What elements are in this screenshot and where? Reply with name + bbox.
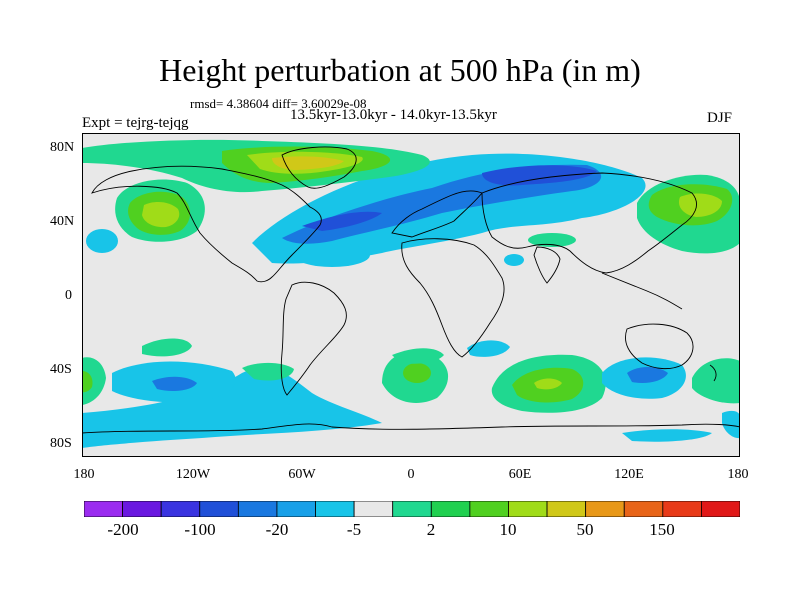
colorbar-cell [353, 501, 394, 517]
colorbar-cell [392, 501, 432, 517]
contour-ross-sea-trough [622, 429, 712, 442]
colorbar-cell [84, 501, 123, 517]
coast-south-america [280, 281, 347, 396]
coastlines [82, 146, 740, 434]
season-label: DJF [707, 110, 733, 126]
plot-title: Height perturbation at 500 hPa (in m) [159, 52, 641, 88]
contour-south-pacific-trough-outer [82, 367, 382, 448]
colorbar-label-neg200: -200 [107, 520, 139, 539]
contour-indian-ridge-inner [534, 378, 562, 390]
colorbar-label-150: 150 [649, 520, 675, 539]
colorbar-cell [585, 501, 625, 517]
coast-new-zealand [709, 364, 717, 382]
contour-npacific-ridge-inner [142, 201, 180, 228]
lon-tick-120e: 120E [614, 467, 644, 482]
experiment-label: Expt = tejrg-tejqg [82, 115, 189, 131]
coast-asia [481, 172, 697, 274]
coast-australia [625, 323, 694, 370]
colorbar-cell [508, 501, 548, 517]
contour-arabia-trough [504, 254, 524, 266]
contour-eurasia-trough-inner [302, 211, 382, 231]
lat-tick-80n: 80N [50, 140, 75, 155]
colorbar-cells [84, 501, 740, 517]
contour-east-atlantic-ridge [392, 348, 444, 364]
colorbar-cell [430, 501, 471, 517]
colorbar-cell [237, 501, 278, 517]
coast-greenland [281, 146, 357, 189]
coast-antarctica [82, 423, 740, 434]
lat-tick-80s: 80S [50, 436, 72, 451]
lon-tick-120w: 120W [175, 467, 211, 482]
colorbar-label-10: 10 [499, 520, 517, 539]
contour-npacific-trough [86, 229, 118, 253]
colorbar-cell [469, 501, 509, 517]
map-border [82, 133, 740, 457]
colorbar [84, 501, 740, 517]
colorbar-label-neg5: -5 [346, 520, 362, 539]
contour-siberia-core [482, 165, 597, 186]
lon-tick-0: 0 [407, 467, 415, 482]
coast-southeast-asia [601, 272, 683, 310]
contour-south-pacific-ridge [142, 338, 192, 357]
colorbar-cell [199, 501, 239, 517]
lat-tick-0: 0 [65, 288, 72, 303]
contour-tasman-ridge [692, 358, 740, 404]
contour-west-edge-ridge-inner [82, 371, 93, 393]
colorbar-label-neg100: -100 [184, 520, 216, 539]
colorbar-cell [662, 501, 702, 517]
contour-west-edge-ridge [82, 357, 106, 405]
contour-south-atlantic-ridge-inner [403, 363, 431, 383]
map-plot [82, 133, 740, 457]
coast-india [533, 246, 561, 284]
colorbar-label-neg20: -20 [265, 520, 289, 539]
contour-kamchatka-ridge-inner [678, 193, 722, 217]
colorbar-cell [546, 501, 587, 517]
colorbar-cell [276, 501, 316, 517]
contour-south-pacific-trough-inner [152, 376, 197, 391]
contour-east-pacific-trough [722, 410, 740, 439]
colorbar-label-50: 50 [576, 520, 594, 539]
stats-label: rmsd= 4.38604 diff= 3.60029e-08 [190, 96, 367, 111]
contour-egypt-ridge [528, 233, 576, 247]
colorbar-cell [701, 501, 740, 517]
lon-tick-180e: 180 [727, 467, 749, 482]
coast-africa [401, 238, 505, 358]
contour-indian-trough-north [467, 340, 510, 357]
colorbar-cell [623, 501, 664, 517]
lon-tick-60e: 60E [508, 467, 532, 482]
lon-tick-180w: 180 [73, 467, 95, 482]
lon-tick-60w: 60W [288, 467, 316, 482]
colorbar-cell [315, 501, 355, 517]
contour-greenland-ridge-core [272, 156, 344, 170]
coast-north-america [91, 165, 322, 283]
lat-tick-40n: 40N [50, 214, 75, 229]
colorbar-cell [160, 501, 201, 517]
lat-tick-40s: 40S [50, 362, 72, 377]
colorbar-label-2: 2 [426, 520, 436, 539]
coast-europe [391, 190, 483, 238]
period-label: 13.5kyr-13.0kyr - 14.0kyr-13.5kyr [290, 107, 497, 123]
colorbar-cell [122, 501, 162, 517]
contour-australia-trough-inner [627, 367, 668, 383]
contour-mexico-trough [294, 243, 370, 267]
